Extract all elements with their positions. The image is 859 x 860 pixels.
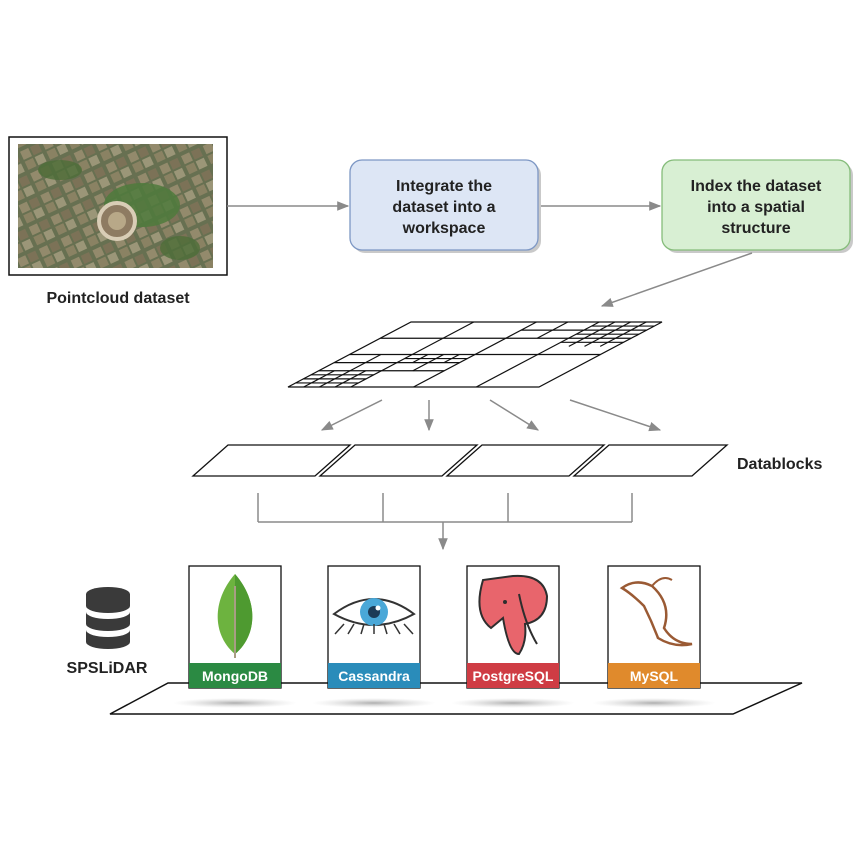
datablocks xyxy=(191,444,729,477)
cassandra-eye-icon xyxy=(332,598,416,635)
index-step-box: Index the dataset into a spatial structu… xyxy=(661,159,853,253)
index-line-2: into a spatial xyxy=(707,199,805,216)
integrate-line-1: Integrate the xyxy=(396,178,492,195)
mysql-card: MySQL xyxy=(592,565,716,708)
aerial-city-image xyxy=(18,144,213,268)
pointcloud-label: Pointcloud dataset xyxy=(46,290,190,307)
db-label-band xyxy=(189,663,281,688)
datablocks-label: Datablocks xyxy=(737,456,822,473)
mysql-dolphin-icon xyxy=(619,577,693,647)
mysql-label: MySQL xyxy=(630,668,679,684)
card-shadow xyxy=(173,698,297,708)
integrate-line-3: workspace xyxy=(402,220,486,237)
postgresql-elephant-icon xyxy=(478,574,549,656)
postgresql-card: PostgreSQL xyxy=(451,565,575,708)
db-label-band xyxy=(608,663,700,688)
datablock xyxy=(191,444,352,477)
card-shadow xyxy=(312,698,436,708)
spatial-index-grid xyxy=(287,321,663,388)
card-shadow xyxy=(592,698,716,708)
db-label-band xyxy=(467,663,559,688)
datablock xyxy=(572,444,729,477)
datablocks-connector xyxy=(257,493,633,551)
datablock xyxy=(445,444,606,477)
database-icon xyxy=(86,587,130,649)
index-line-1: Index the dataset xyxy=(691,178,822,195)
arrow-to-spatial-grid xyxy=(600,252,753,307)
mongodb-card: MongoDB xyxy=(173,565,297,708)
integrate-line-2: dataset into a xyxy=(392,199,495,216)
cassandra-card: Cassandra xyxy=(312,565,436,708)
integrate-step-box: Integrate the dataset into a workspace xyxy=(349,159,541,253)
mongodb-label: MongoDB xyxy=(202,668,268,684)
spslidar-label: SPSLiDAR xyxy=(67,660,148,677)
pointcloud-dataset xyxy=(8,136,228,276)
postgresql-label: PostgreSQL xyxy=(473,668,554,684)
cassandra-label: Cassandra xyxy=(338,668,410,684)
mongodb-leaf-icon xyxy=(217,574,253,658)
index-line-3: structure xyxy=(721,220,790,237)
datablock xyxy=(318,444,479,477)
db-label-band xyxy=(328,663,420,688)
card-shadow xyxy=(451,698,575,708)
arrows-to-datablocks xyxy=(320,399,662,432)
